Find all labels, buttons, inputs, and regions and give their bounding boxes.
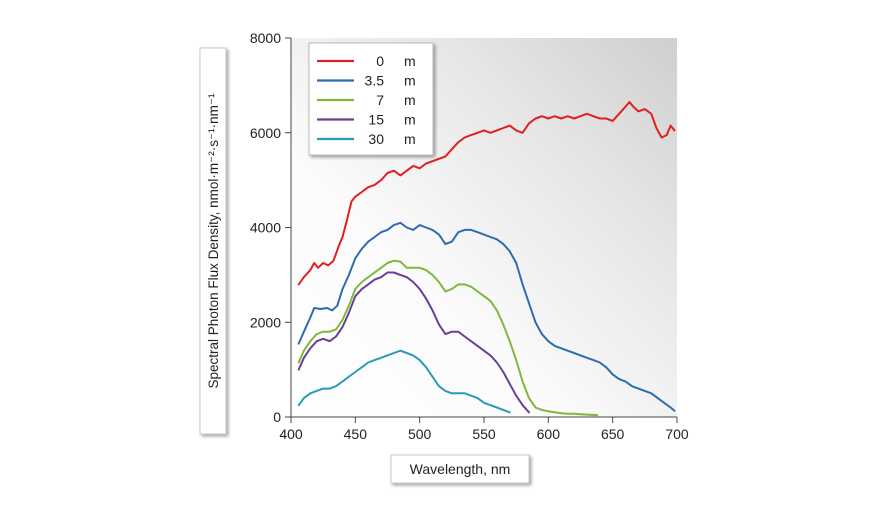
x-ticks: 400 450 500 550 600 650 700	[279, 417, 689, 442]
x-tick-label: 600	[537, 426, 561, 442]
legend-unit-2: m	[404, 92, 416, 108]
x-tick-label: 500	[408, 426, 432, 442]
y-tick-label: 4000	[250, 220, 281, 236]
y-tick-label: 8000	[250, 30, 281, 46]
y-tick-label: 0	[273, 409, 281, 425]
x-axis-title: Wavelength, nm	[410, 461, 511, 477]
y-axis-title-frame	[199, 47, 227, 435]
legend-depth-0: 0	[376, 53, 384, 69]
series-line-2	[297, 259, 599, 417]
y-axis-title-box: Spectral Photon Flux Density, nmol·m⁻²·s…	[199, 47, 227, 435]
x-axis-title-box: Wavelength, nm	[390, 454, 530, 484]
legend-unit-0: m	[404, 53, 416, 69]
y-axis-title: Spectral Photon Flux Density, nmol·m⁻²·s…	[206, 93, 221, 388]
y-tick-label: 2000	[250, 314, 281, 330]
legend-unit-1: m	[404, 73, 416, 89]
x-axis-title-frame	[390, 454, 530, 484]
series-line-4	[297, 349, 511, 414]
legend: 0 m 3.5 m 7 m 15 m 30 m	[308, 42, 434, 156]
legend-unit-3: m	[404, 112, 416, 128]
series-line-0	[297, 101, 676, 286]
legend-depth-3: 15	[368, 112, 384, 128]
y-tick-label: 6000	[250, 125, 281, 141]
x-tick-label: 400	[279, 426, 303, 442]
legend-unit-4: m	[404, 131, 416, 147]
series-line-1	[297, 221, 676, 412]
x-tick-label: 700	[665, 426, 689, 442]
series-line-3	[297, 271, 530, 414]
legend-depth-1: 3.5	[365, 73, 385, 89]
legend-depth-4: 30	[368, 131, 384, 147]
x-tick-label: 650	[601, 426, 625, 442]
x-tick-label: 550	[472, 426, 496, 442]
x-tick-label: 450	[344, 426, 368, 442]
legend-entries: 0 m 3.5 m 7 m 15 m 30 m	[317, 53, 416, 147]
legend-depth-2: 7	[376, 92, 384, 108]
y-ticks: 0 2000 4000 6000 8000	[250, 30, 291, 425]
series-layer	[297, 101, 676, 417]
